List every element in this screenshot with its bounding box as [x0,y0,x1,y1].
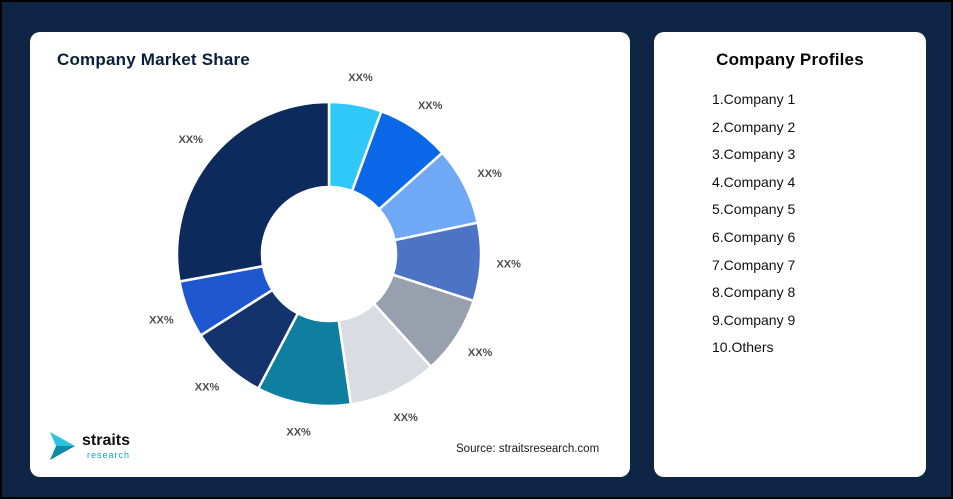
company-list-item: 2.Company 2 [712,118,796,135]
company-list-item: 9.Company 9 [712,311,796,328]
slice-label: XX% [195,381,220,393]
slice-label: XX% [178,134,203,146]
donut-chart: XX% XX% XX% XX% XX% XX% XX% XX% XX% XX% [149,72,521,439]
straits-logo: straits research [50,431,130,461]
donut-slice [175,100,331,283]
company-list: 1.Company 1 2.Company 2 3.Company 3 4.Compa… [654,86,926,362]
company-list-item: 8.Company 8 [712,284,796,301]
market-share-card: Company Market Share XX% XX% XX% XX% XX% XX% X… [30,32,630,477]
logo-brand-text: straits [82,431,131,449]
slice-label: XX% [468,347,493,359]
slice-label: XX% [496,259,521,271]
slice-label: XX% [418,100,443,112]
chart-title: Company Market Share [57,50,250,69]
slice-label: XX% [393,412,418,424]
slice-label: XX% [348,72,373,84]
straits-arrow-icon [50,432,75,460]
company-list-item: 5.Company 5 [712,201,796,218]
logo-text: straits research [82,431,131,460]
source-text: Source: straitsresearch.com [456,443,600,455]
slice-label: XX% [286,426,311,438]
company-list-item: 1.Company 1 [712,91,796,107]
slice-label: XX% [149,315,174,327]
company-list-item: 3.Company 3 [712,146,796,163]
company-list-item: 10.Others [712,339,774,356]
company-profiles-card: Company Profiles 1.Company 1 2.Company 2 3… [654,32,926,477]
profiles-title: Company Profiles [716,50,864,69]
slice-label: XX% [477,168,502,180]
logo-sub-brand-text: research [87,449,131,460]
company-list-item: 4.Company 4 [712,173,796,190]
company-list-item: 7.Company 7 [712,256,796,273]
company-list-item: 6.Company 6 [712,228,796,245]
